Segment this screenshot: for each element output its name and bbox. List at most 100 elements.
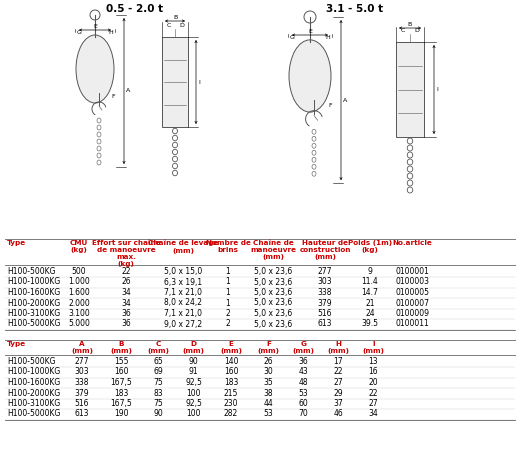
Text: H100-1000KG: H100-1000KG bbox=[7, 277, 60, 287]
Text: 613: 613 bbox=[318, 319, 332, 329]
Text: 7,1 x 21,0: 7,1 x 21,0 bbox=[164, 288, 202, 297]
Text: 37: 37 bbox=[334, 399, 343, 408]
Text: H100-5000KG: H100-5000KG bbox=[7, 409, 60, 419]
Text: 613: 613 bbox=[75, 409, 89, 419]
Text: 277: 277 bbox=[318, 267, 332, 276]
Text: Chaîne de levage
(mm): Chaîne de levage (mm) bbox=[148, 240, 218, 254]
Text: 5,0 x 23,6: 5,0 x 23,6 bbox=[254, 267, 292, 276]
Text: 34: 34 bbox=[369, 409, 379, 419]
Text: 3.1 - 5.0 t: 3.1 - 5.0 t bbox=[327, 4, 384, 14]
Text: 16: 16 bbox=[369, 367, 379, 377]
Ellipse shape bbox=[76, 35, 114, 103]
Text: I: I bbox=[198, 80, 200, 85]
Text: 83: 83 bbox=[154, 388, 163, 398]
Text: 11.4: 11.4 bbox=[361, 277, 379, 287]
Text: C
(mm): C (mm) bbox=[148, 341, 170, 354]
Text: A: A bbox=[343, 98, 347, 103]
Text: H100-3100KG: H100-3100KG bbox=[7, 399, 60, 408]
Text: 0100009: 0100009 bbox=[395, 309, 429, 318]
Bar bbox=[396, 42, 424, 137]
Text: E
(mm): E (mm) bbox=[220, 341, 242, 354]
Text: 29: 29 bbox=[334, 388, 343, 398]
Text: E: E bbox=[308, 29, 312, 34]
Text: 0100001: 0100001 bbox=[395, 267, 429, 276]
Text: 2: 2 bbox=[226, 309, 230, 318]
Text: 36: 36 bbox=[121, 309, 131, 318]
Text: 1.600: 1.600 bbox=[68, 288, 90, 297]
Text: 379: 379 bbox=[75, 388, 89, 398]
Text: 0100007: 0100007 bbox=[395, 298, 429, 308]
Text: F: F bbox=[111, 95, 114, 100]
Text: 7,1 x 21,0: 7,1 x 21,0 bbox=[164, 309, 202, 318]
Text: 24: 24 bbox=[365, 309, 375, 318]
Text: 230: 230 bbox=[224, 399, 238, 408]
Text: 1: 1 bbox=[226, 267, 230, 276]
Text: 13: 13 bbox=[369, 357, 379, 366]
Text: 17: 17 bbox=[334, 357, 343, 366]
Text: 282: 282 bbox=[224, 409, 238, 419]
Text: 75: 75 bbox=[153, 399, 163, 408]
Text: H: H bbox=[108, 30, 113, 35]
Text: 30: 30 bbox=[264, 367, 274, 377]
Text: 167,5: 167,5 bbox=[110, 378, 132, 387]
Text: G: G bbox=[77, 30, 82, 35]
Text: 34: 34 bbox=[121, 288, 131, 297]
Text: No.article: No.article bbox=[392, 240, 432, 246]
Text: 167,5: 167,5 bbox=[110, 399, 132, 408]
Bar bbox=[162, 37, 188, 127]
Text: 0100011: 0100011 bbox=[395, 319, 429, 329]
Text: CMU
(kg): CMU (kg) bbox=[70, 240, 88, 253]
Text: Type: Type bbox=[7, 240, 26, 246]
Text: 20: 20 bbox=[369, 378, 379, 387]
Text: 90: 90 bbox=[153, 409, 163, 419]
Text: 5,0 x 23,6: 5,0 x 23,6 bbox=[254, 319, 292, 329]
Text: 160: 160 bbox=[114, 367, 128, 377]
Text: A
(mm): A (mm) bbox=[71, 341, 93, 354]
Text: 27: 27 bbox=[369, 399, 379, 408]
Text: 1: 1 bbox=[226, 288, 230, 297]
Text: I: I bbox=[436, 87, 438, 92]
Text: 44: 44 bbox=[264, 399, 274, 408]
Text: 379: 379 bbox=[318, 298, 332, 308]
Text: 303: 303 bbox=[75, 367, 89, 377]
Text: 516: 516 bbox=[75, 399, 89, 408]
Text: 0.5 - 2.0 t: 0.5 - 2.0 t bbox=[107, 4, 164, 14]
Text: 100: 100 bbox=[186, 388, 201, 398]
Text: 5,0 x 23,6: 5,0 x 23,6 bbox=[254, 288, 292, 297]
Text: 2: 2 bbox=[226, 319, 230, 329]
Text: D: D bbox=[179, 23, 184, 28]
Text: 155: 155 bbox=[114, 357, 128, 366]
Text: D: D bbox=[414, 28, 420, 33]
Text: F
(mm): F (mm) bbox=[257, 341, 280, 354]
Text: 277: 277 bbox=[75, 357, 89, 366]
Text: 190: 190 bbox=[114, 409, 128, 419]
Text: 3.100: 3.100 bbox=[68, 309, 90, 318]
Text: H100-2000KG: H100-2000KG bbox=[7, 388, 60, 398]
Text: 6,3 x 19,1: 6,3 x 19,1 bbox=[164, 277, 202, 287]
Text: H100-2000KG: H100-2000KG bbox=[7, 298, 60, 308]
Text: I
(mm): I (mm) bbox=[362, 341, 384, 354]
Text: 69: 69 bbox=[153, 367, 163, 377]
Text: H100-500KG: H100-500KG bbox=[7, 267, 56, 276]
Text: Type: Type bbox=[7, 341, 26, 347]
Text: 60: 60 bbox=[298, 399, 308, 408]
Text: 46: 46 bbox=[334, 409, 343, 419]
Text: B: B bbox=[173, 15, 177, 20]
Text: 5,0 x 23,6: 5,0 x 23,6 bbox=[254, 309, 292, 318]
Text: 2.000: 2.000 bbox=[68, 298, 90, 308]
Text: 92,5: 92,5 bbox=[185, 399, 202, 408]
Text: 36: 36 bbox=[121, 319, 131, 329]
Text: 183: 183 bbox=[114, 388, 128, 398]
Text: H100-1600KG: H100-1600KG bbox=[7, 378, 60, 387]
Text: 22: 22 bbox=[369, 388, 378, 398]
Text: 9: 9 bbox=[368, 267, 372, 276]
Text: G: G bbox=[290, 35, 295, 40]
Text: 140: 140 bbox=[224, 357, 238, 366]
Text: Chaîne de
manoeuvre
(mm): Chaîne de manoeuvre (mm) bbox=[250, 240, 296, 260]
Text: 1.000: 1.000 bbox=[68, 277, 90, 287]
Text: E: E bbox=[93, 24, 97, 29]
Text: 215: 215 bbox=[224, 388, 238, 398]
Text: 500: 500 bbox=[72, 267, 86, 276]
Text: C: C bbox=[166, 23, 171, 28]
Text: 5,0 x 15,0: 5,0 x 15,0 bbox=[164, 267, 202, 276]
